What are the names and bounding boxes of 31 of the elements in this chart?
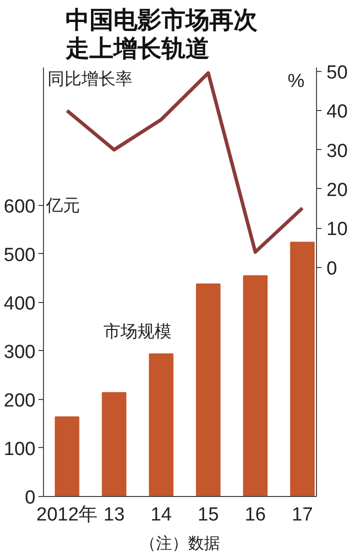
bar (102, 392, 126, 496)
x-tick-label: 17 (292, 504, 313, 526)
y-tick-label: 600 (4, 196, 36, 218)
y-tick-label: 200 (4, 390, 36, 412)
x-tick-label: 15 (198, 504, 219, 526)
bar (148, 353, 174, 496)
y-tick-label: 0 (24, 488, 36, 508)
x-tick-label: 14 (150, 504, 172, 526)
y2-tick-label: 10 (326, 219, 348, 240)
annotation: % (288, 70, 305, 92)
y-tick-label: 300 (4, 342, 36, 363)
bar (196, 283, 221, 496)
x-tick-label: 16 (244, 504, 266, 526)
y2-tick-label: 0 (326, 258, 338, 280)
y-tick-label: 500 (4, 244, 36, 266)
bar (243, 275, 268, 496)
x-tick-label: 2012年 (36, 504, 98, 526)
x-tick-label: 13 (104, 504, 125, 526)
y2-tick-label: 20 (326, 180, 348, 201)
y-axis-title: 亿元 (44, 196, 80, 215)
y2-tick-label: 30 (326, 140, 348, 162)
y-tick-label: 100 (4, 438, 36, 460)
y-tick-label: 400 (4, 293, 36, 314)
y2-tick-label: 50 (326, 62, 348, 84)
bar (54, 416, 80, 496)
series-label: 市场规模 (104, 322, 172, 342)
chart-title: 中国电影市场再次走上增长轨道 (64, 7, 258, 62)
y2-tick-label: 40 (326, 102, 348, 123)
text: （注）数据 (140, 534, 220, 552)
series-label: 同比增长率 (48, 70, 132, 89)
bar (290, 242, 315, 496)
